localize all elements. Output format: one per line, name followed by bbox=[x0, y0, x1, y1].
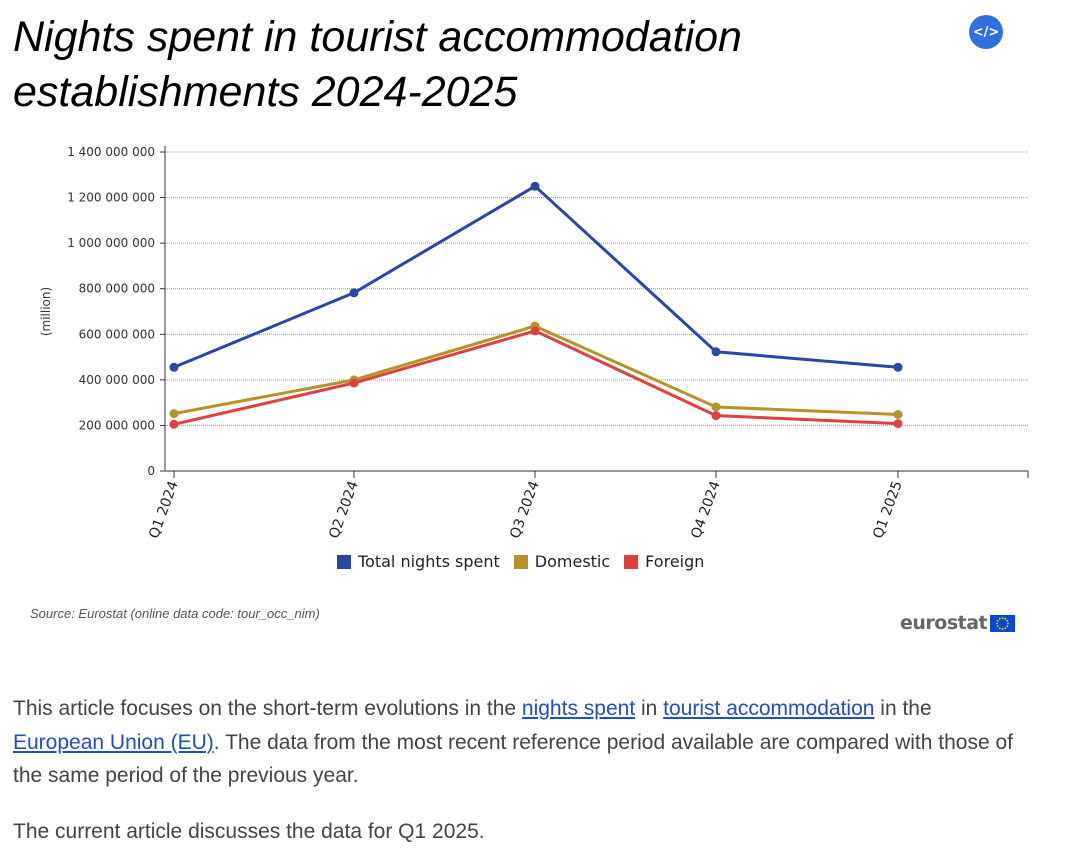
y-tick-label: 800 000 000 bbox=[79, 282, 155, 296]
legend-swatch-domestic bbox=[513, 554, 528, 569]
data-point-total bbox=[893, 362, 903, 372]
y-tick-label: 600 000 000 bbox=[79, 327, 155, 341]
legend-item-foreign[interactable]: Foreign bbox=[624, 552, 704, 571]
data-point-total bbox=[711, 347, 721, 357]
x-tick-label: Q4 2024 bbox=[688, 479, 724, 541]
article-paragraph-intro: This article focuses on the short-term e… bbox=[13, 692, 1013, 793]
series-line-domestic bbox=[173, 324, 899, 416]
legend-item-total[interactable]: Total nights spent bbox=[337, 552, 500, 571]
link-tourist-accommodation[interactable]: tourist accommodation bbox=[663, 697, 875, 720]
code-icon: </> bbox=[972, 24, 1000, 40]
link-nights-spent[interactable]: nights spent bbox=[521, 697, 636, 720]
data-point-foreign bbox=[893, 419, 903, 429]
x-tick-label: Q1 2024 bbox=[146, 479, 182, 541]
data-point-total bbox=[530, 181, 540, 191]
line-chart: 0 200 000 000 400 000 000 600 000 000 800 00… bbox=[39, 145, 1029, 541]
legend-swatch-total bbox=[337, 554, 351, 569]
eurostat-logo: eurostat bbox=[900, 612, 1016, 634]
legend-item-domestic[interactable]: Domestic bbox=[513, 552, 611, 571]
data-point-foreign bbox=[711, 411, 721, 421]
y-tick-label: 1 200 000 000 bbox=[67, 191, 155, 205]
y-tick-label: 1 000 000 000 bbox=[67, 236, 155, 250]
data-point-total bbox=[169, 362, 179, 372]
x-tick-label: Q1 2025 bbox=[870, 479, 906, 541]
x-tick-label: Q3 2024 bbox=[507, 479, 543, 541]
legend-label-domestic: Domestic bbox=[534, 552, 611, 571]
data-point-total bbox=[349, 288, 359, 298]
y-tick-label: 1 400 000 000 bbox=[67, 145, 155, 159]
intro-text-1: This article focuses on the short-term e… bbox=[13, 697, 522, 720]
y-axis-label: (million) bbox=[39, 287, 53, 336]
y-tick-label: 200 000 000 bbox=[79, 418, 155, 432]
chart-source: Source: Eurostat (online data code: tour… bbox=[30, 606, 320, 621]
y-tick-label: 0 bbox=[147, 464, 155, 478]
x-tick-label: Q2 2024 bbox=[326, 479, 362, 541]
legend-label-total: Total nights spent bbox=[358, 552, 500, 571]
data-point-domestic bbox=[169, 409, 179, 419]
y-tick-label: 400 000 000 bbox=[79, 373, 155, 387]
eurostat-logo-text: eurostat bbox=[900, 612, 988, 634]
data-point-foreign bbox=[530, 326, 540, 336]
series-line-total bbox=[173, 184, 899, 369]
chart-legend: Total nights spent Domestic Foreign bbox=[337, 552, 704, 571]
data-point-foreign bbox=[169, 419, 179, 429]
intro-text-4: . The data from the most recent referenc… bbox=[13, 730, 1013, 788]
data-point-domestic bbox=[893, 410, 903, 419]
data-point-foreign bbox=[349, 378, 359, 388]
page-title: Nights spent in tourist accommodation es… bbox=[13, 13, 742, 116]
eu-flag-icon bbox=[990, 614, 1016, 632]
link-european-union[interactable]: European Union (EU) bbox=[13, 730, 214, 754]
intro-text-2: in bbox=[635, 697, 664, 720]
data-point-domestic bbox=[711, 402, 721, 412]
article-paragraph-period: The current article discusses the data f… bbox=[13, 820, 485, 843]
legend-swatch-foreign bbox=[624, 554, 639, 569]
embed-code-button[interactable]: </> bbox=[969, 15, 1003, 49]
legend-label-foreign: Foreign bbox=[645, 552, 705, 571]
intro-text-3: in the bbox=[874, 697, 932, 720]
